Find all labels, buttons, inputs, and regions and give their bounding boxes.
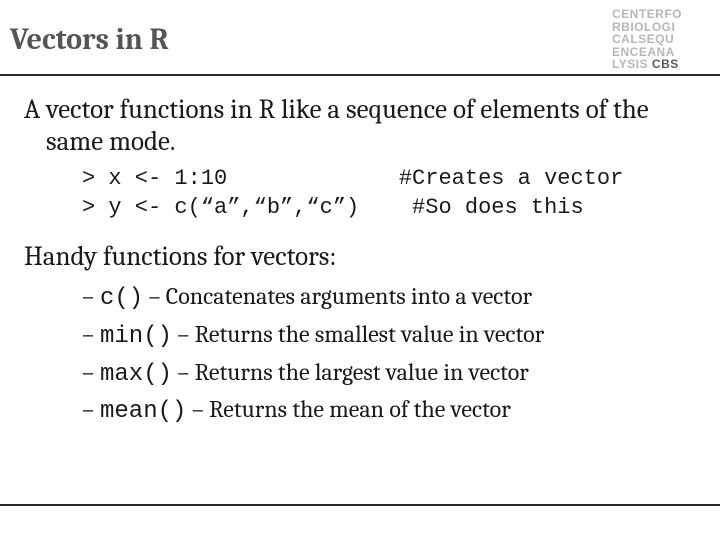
- logo-line5b: CBS: [652, 57, 679, 71]
- bullet-dash: –: [82, 355, 100, 390]
- list-item-text: min() – Returns the smallest value in ve…: [100, 317, 544, 355]
- func-name: min(): [100, 323, 172, 350]
- intro-paragraph: A vector functions in R like a sequence …: [24, 94, 696, 158]
- list-item: – mean() – Returns the mean of the vecto…: [82, 392, 696, 430]
- list-item-text: max() – Returns the largest value in vec…: [100, 355, 529, 393]
- func-name: c(): [100, 285, 143, 312]
- slide: CENTERFO RBIOLOGI CALSEQU ENCEANA LYSIS …: [0, 0, 720, 540]
- func-desc: – Returns the mean of the vector: [186, 395, 510, 423]
- func-desc: – Concatenates arguments into a vector: [143, 282, 532, 310]
- bullet-dash: –: [82, 392, 100, 427]
- bullet-dash: –: [82, 279, 100, 314]
- function-list: – c() – Concatenates arguments into a ve…: [82, 279, 696, 430]
- title-region: Vectors in R: [10, 22, 610, 57]
- handy-heading: Handy functions for vectors:: [24, 241, 696, 273]
- bullet-dash: –: [82, 317, 100, 352]
- func-desc: – Returns the smallest value in vector: [172, 320, 544, 348]
- list-item-text: c() – Concatenates arguments into a vect…: [100, 279, 532, 317]
- list-item: – max() – Returns the largest value in v…: [82, 355, 696, 393]
- org-logo: CENTERFO RBIOLOGI CALSEQU ENCEANA LYSIS …: [612, 8, 712, 71]
- func-desc: – Returns the largest value in vector: [172, 358, 529, 386]
- list-item: – c() – Concatenates arguments into a ve…: [82, 279, 696, 317]
- slide-title: Vectors in R: [10, 22, 610, 57]
- code-block: > x <- 1:10 #Creates a vector > y <- c(“…: [82, 164, 696, 223]
- slide-body: A vector functions in R like a sequence …: [24, 94, 696, 490]
- code-line-1: > x <- 1:10 #Creates a vector: [82, 166, 623, 191]
- func-name: max(): [100, 361, 172, 388]
- code-line-2: > y <- c(“a”,“b”,“c”) #So does this: [82, 195, 584, 220]
- list-item: – min() – Returns the smallest value in …: [82, 317, 696, 355]
- func-name: mean(): [100, 398, 186, 425]
- logo-line5a: LYSIS: [612, 57, 652, 71]
- list-item-text: mean() – Returns the mean of the vector: [100, 392, 511, 430]
- divider-top: [0, 74, 720, 76]
- divider-bottom: [0, 504, 720, 506]
